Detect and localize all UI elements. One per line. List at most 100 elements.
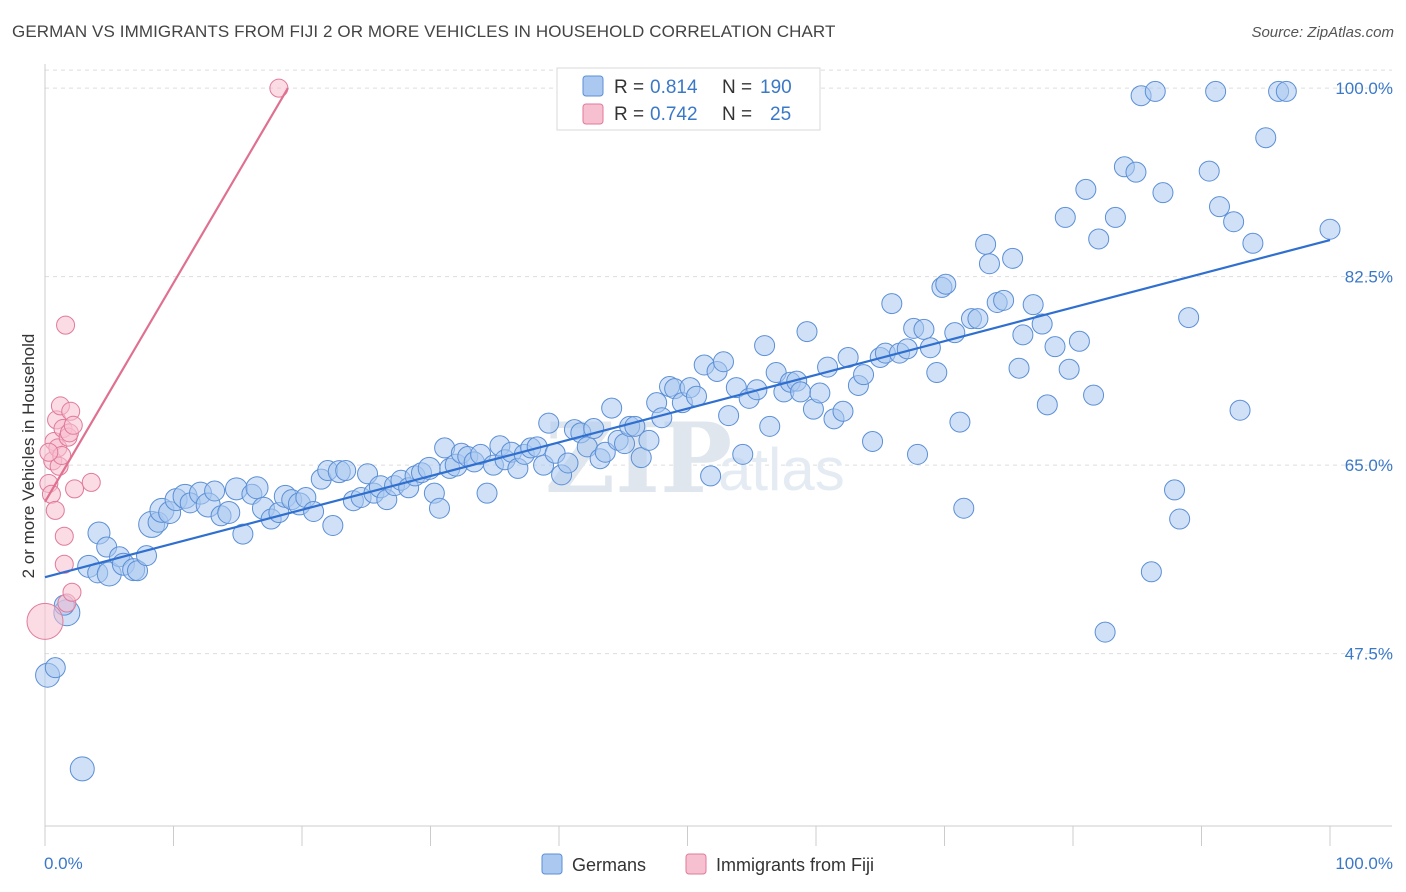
german-point xyxy=(1008,357,1030,379)
german-point xyxy=(1140,561,1162,583)
german-point xyxy=(1255,127,1277,149)
german-point xyxy=(538,412,560,434)
stats-n-label: N = xyxy=(722,77,752,98)
german-point xyxy=(926,362,948,384)
german-point xyxy=(1152,182,1174,204)
fiji-point xyxy=(39,442,59,462)
german-point xyxy=(217,501,241,525)
stats-n-value: 25 xyxy=(770,104,791,125)
fiji-point xyxy=(45,500,65,520)
german-point xyxy=(1242,232,1264,254)
german-point xyxy=(1058,358,1080,380)
x-tick-labels: 0.0% 100.0% xyxy=(44,854,1393,873)
stats-swatch-fiji xyxy=(582,103,604,125)
fiji-point xyxy=(63,415,83,435)
german-point xyxy=(1208,196,1230,218)
y-tick-label: 82.5% xyxy=(1345,268,1393,287)
german-point xyxy=(136,545,158,567)
german-point xyxy=(1002,247,1024,269)
german-point xyxy=(967,308,989,330)
german-point xyxy=(1054,206,1076,228)
german-point xyxy=(759,415,781,437)
german-point xyxy=(638,429,660,451)
german-point xyxy=(1083,384,1105,406)
german-point xyxy=(1125,161,1147,183)
stats-r-value: 0.814 xyxy=(650,77,698,98)
y-tick-label: 65.0% xyxy=(1345,456,1393,475)
trendlines xyxy=(44,87,1331,579)
german-point xyxy=(935,273,957,295)
fiji-point xyxy=(62,582,82,602)
german-point xyxy=(1164,479,1186,501)
y-tick-label: 100.0% xyxy=(1335,79,1393,98)
y-axis-label: 2 or more Vehicles in Household xyxy=(19,334,38,579)
german-point xyxy=(245,476,269,500)
german-point xyxy=(1036,394,1058,416)
german-point xyxy=(1169,508,1191,530)
german-point xyxy=(1144,80,1166,102)
points-germans xyxy=(35,80,1341,782)
german-point xyxy=(949,411,971,433)
german-point xyxy=(1198,160,1220,182)
german-point xyxy=(630,447,652,469)
german-point xyxy=(1031,313,1053,335)
german-point xyxy=(476,482,498,504)
german-point xyxy=(700,465,722,487)
german-point xyxy=(1075,178,1097,200)
german-point xyxy=(69,756,95,782)
stats-swatch-germans xyxy=(582,75,604,97)
fiji-point xyxy=(54,526,74,546)
fiji-point xyxy=(269,78,289,98)
german-point xyxy=(1104,206,1126,228)
german-point xyxy=(1319,218,1341,240)
german-point xyxy=(1229,399,1251,421)
legend-label-germans: Germans xyxy=(572,855,646,875)
german-point xyxy=(881,293,903,315)
stats-row-fiji: R = 0.742 N = 25 xyxy=(582,103,791,125)
bottom-legend: Germans Immigrants from Fiji xyxy=(541,853,874,875)
fiji-point xyxy=(81,472,101,492)
legend-label-fiji: Immigrants from Fiji xyxy=(716,855,874,875)
german-point xyxy=(953,497,975,519)
german-point xyxy=(975,233,997,255)
german-point xyxy=(685,385,707,407)
stats-r-label: R = xyxy=(614,104,644,125)
points-fiji xyxy=(26,78,289,640)
german-point xyxy=(754,335,776,357)
german-point xyxy=(44,657,66,679)
german-point xyxy=(322,514,344,536)
chart-title: GERMAN VS IMMIGRANTS FROM FIJI 2 OR MORE… xyxy=(12,22,836,41)
german-point xyxy=(232,523,254,545)
stats-n-value: 190 xyxy=(760,77,792,98)
german-point xyxy=(1223,211,1245,233)
fiji-point xyxy=(56,315,76,335)
german-point xyxy=(1022,294,1044,316)
german-point xyxy=(1178,307,1200,329)
stats-row-germans: R = 0.814 N = 190 xyxy=(582,75,792,98)
german-point xyxy=(204,480,226,502)
fiji-point xyxy=(26,602,64,640)
y-tick-labels: 47.5% 65.0% 82.5% 100.0% xyxy=(1335,79,1393,664)
x-tick-label: 100.0% xyxy=(1335,854,1393,873)
german-point xyxy=(862,430,884,452)
german-trendline xyxy=(44,238,1331,579)
legend-swatch-fiji xyxy=(685,853,707,875)
german-point xyxy=(993,289,1015,311)
german-point xyxy=(1275,80,1297,102)
german-point xyxy=(853,364,875,386)
german-point xyxy=(832,400,854,422)
german-point xyxy=(1088,228,1110,250)
german-point xyxy=(1094,621,1116,643)
german-point xyxy=(809,382,831,404)
source-credit: Source: ZipAtlas.com xyxy=(1251,24,1394,41)
german-point xyxy=(712,351,734,373)
fiji-point xyxy=(65,479,85,499)
stats-n-label: N = xyxy=(722,104,752,125)
german-point xyxy=(1068,330,1090,352)
german-point xyxy=(428,497,450,519)
german-point xyxy=(796,321,818,343)
fiji-trendline xyxy=(44,87,289,503)
german-point xyxy=(790,381,812,403)
german-point xyxy=(732,443,754,465)
